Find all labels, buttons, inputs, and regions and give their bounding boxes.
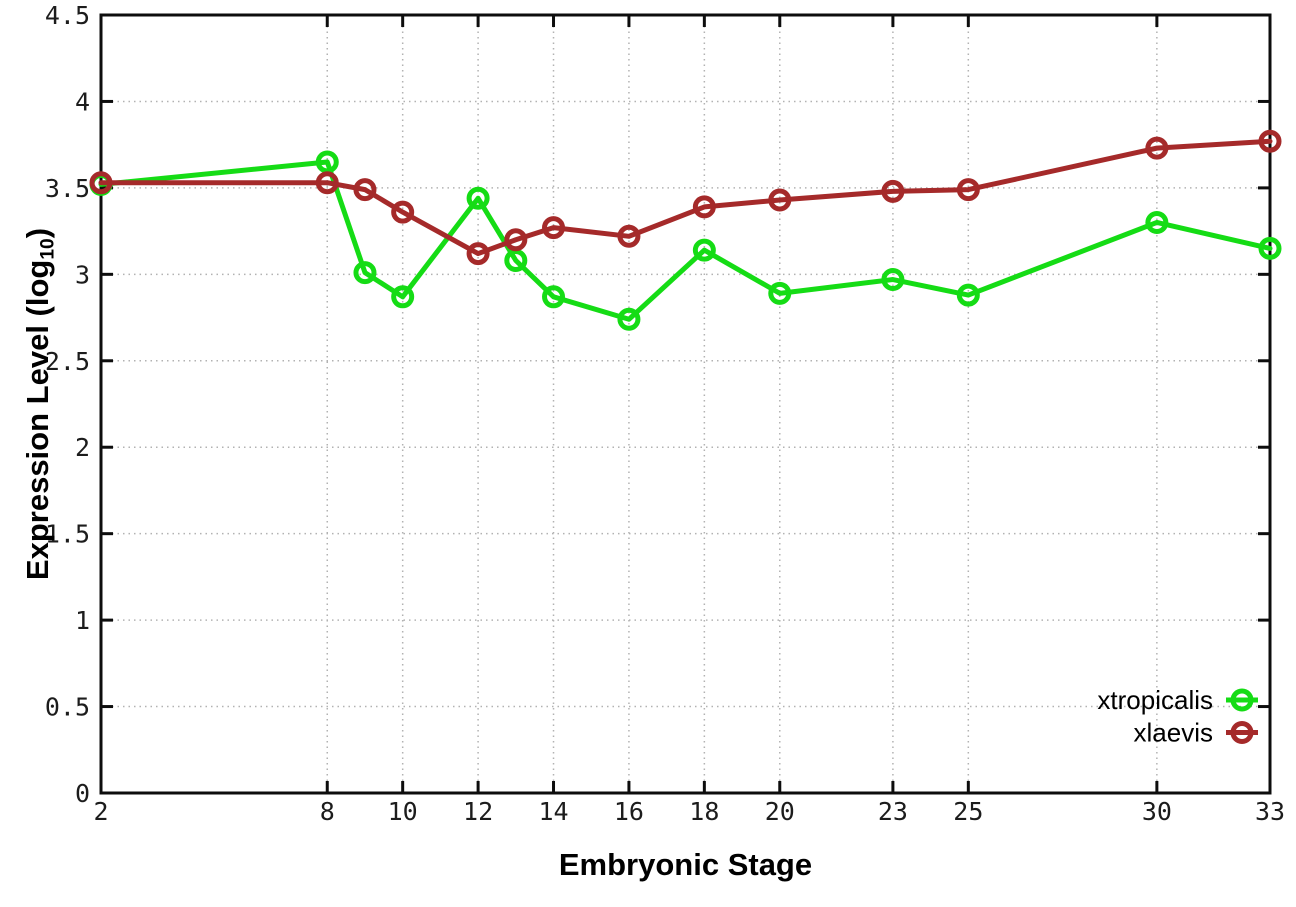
point-xtropicalis-20 — [768, 281, 792, 305]
point-xtropicalis-9 — [353, 261, 377, 285]
point-xlaevis-16 — [617, 224, 641, 248]
point-xtropicalis-23 — [881, 268, 905, 292]
tick-label-x-33: 33 — [1255, 797, 1285, 826]
point-xtropicalis-14 — [542, 285, 566, 309]
point-xtropicalis-8 — [315, 150, 339, 174]
tick-label-y-4.5: 4.5 — [45, 1, 90, 30]
tick-label-x-14: 14 — [538, 797, 568, 826]
point-xtropicalis-25 — [956, 283, 980, 307]
tick-label-x-16: 16 — [614, 797, 644, 826]
point-xlaevis-20 — [768, 188, 792, 212]
point-xlaevis-23 — [881, 179, 905, 203]
tick-label-y-1.5: 1.5 — [45, 520, 90, 549]
legend-label-xtropicalis: xtropicalis — [1097, 685, 1213, 715]
point-xlaevis-14 — [542, 216, 566, 240]
tick-label-y-2: 2 — [75, 433, 90, 462]
tick-label-x-18: 18 — [689, 797, 719, 826]
tick-label-y-3.5: 3.5 — [45, 174, 90, 203]
tick-label-y-2.5: 2.5 — [45, 347, 90, 376]
point-xlaevis-12 — [466, 242, 490, 266]
point-xtropicalis-30 — [1145, 210, 1169, 234]
series-line-xtropicalis — [98, 159, 1273, 322]
plot-border — [99, 13, 1272, 795]
tick-label-x-10: 10 — [388, 797, 418, 826]
legend-label-xlaevis: xlaevis — [1134, 718, 1213, 748]
point-xlaevis-25 — [956, 178, 980, 202]
point-xtropicalis-16 — [617, 307, 641, 331]
tick-label-x-25: 25 — [953, 797, 983, 826]
tick-label-x-23: 23 — [878, 797, 908, 826]
tick-label-y-4: 4 — [75, 87, 90, 116]
series-line-xlaevis — [98, 138, 1273, 257]
point-xlaevis-2 — [89, 171, 113, 195]
point-xtropicalis-33 — [1258, 236, 1282, 260]
tick-label-x-2: 2 — [93, 797, 108, 826]
tick-label-y-3: 3 — [75, 260, 90, 289]
point-xlaevis-10 — [391, 200, 415, 224]
point-xlaevis-33 — [1258, 129, 1282, 153]
point-xlaevis-18 — [692, 195, 716, 219]
tick-label-y-0.5: 0.5 — [45, 693, 90, 722]
point-xtropicalis-18 — [692, 238, 716, 262]
point-xtropicalis-12 — [466, 186, 490, 210]
point-xtropicalis-13 — [504, 249, 528, 273]
tick-label-x-12: 12 — [463, 797, 493, 826]
tick-label-y-0: 0 — [75, 779, 90, 808]
legend-sample-marker-xlaevis — [1230, 721, 1254, 744]
point-xlaevis-9 — [353, 178, 377, 202]
legend-sample-marker-xtropicalis — [1230, 688, 1254, 712]
point-xlaevis-8 — [315, 171, 339, 195]
point-xlaevis-30 — [1145, 136, 1169, 160]
point-xtropicalis-10 — [391, 285, 415, 309]
tick-label-x-8: 8 — [320, 797, 335, 826]
tick-label-x-30: 30 — [1142, 797, 1172, 826]
tick-label-x-20: 20 — [765, 797, 795, 826]
point-xlaevis-13 — [504, 228, 528, 252]
tick-label-y-1: 1 — [75, 606, 90, 635]
